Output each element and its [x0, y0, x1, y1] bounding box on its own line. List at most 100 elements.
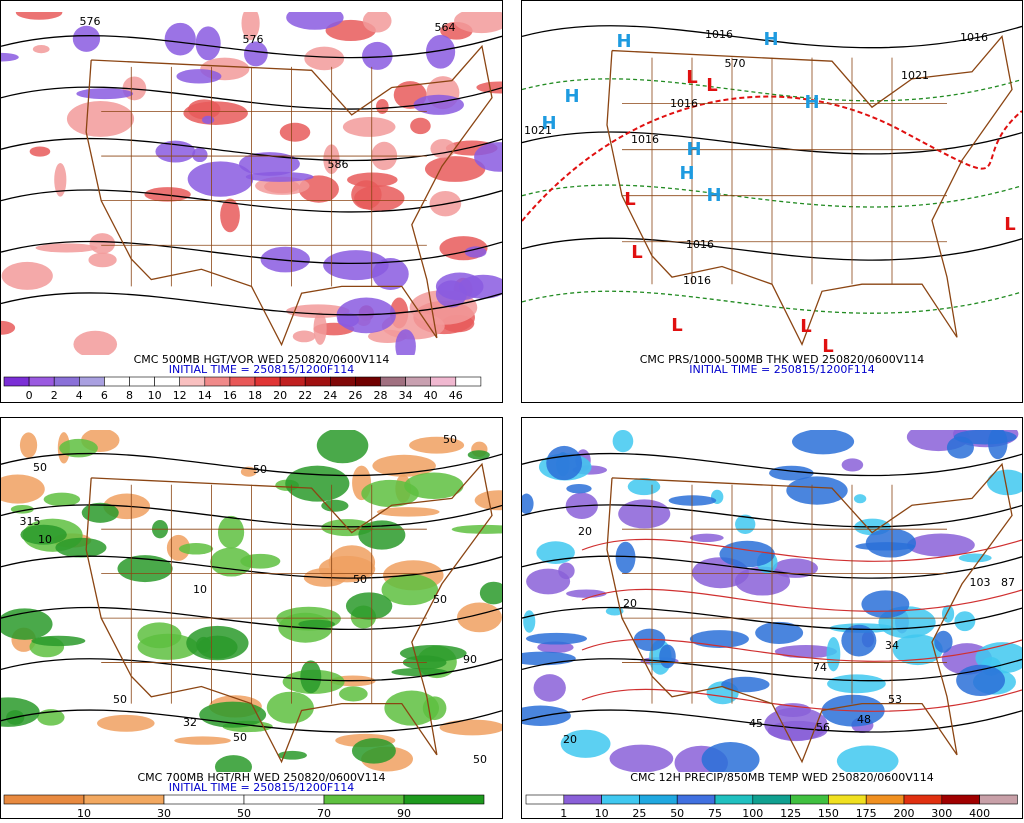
contour-label: 1021	[524, 124, 552, 137]
shaded-area	[313, 311, 327, 345]
shaded-area	[188, 99, 221, 120]
colorbar-label: 16	[223, 389, 237, 402]
shaded-area	[292, 330, 316, 343]
shaded-area	[615, 541, 636, 574]
contour-label: 50	[473, 753, 487, 766]
high-marker: H	[616, 31, 631, 52]
colorbar-label: 6	[101, 389, 108, 402]
shaded-area	[422, 696, 447, 721]
contour-label: 570	[725, 57, 746, 70]
contour	[1, 452, 502, 477]
shaded-area	[381, 312, 445, 340]
colorbar-label: 100	[742, 807, 763, 819]
colorbar-label: 300	[931, 807, 952, 819]
contour-label: 103	[970, 576, 991, 589]
shaded-area	[358, 520, 406, 550]
colorbar-swatch	[28, 376, 55, 387]
colorbar-label: 46	[449, 389, 463, 402]
initial-time: INITIAL TIME = 250815/1200F114	[689, 363, 874, 376]
colorbar-label: 28	[374, 389, 388, 402]
shaded-area	[605, 606, 624, 616]
colorbar-label: 20	[273, 389, 287, 402]
shaded-area	[537, 641, 574, 654]
shaded-area	[609, 744, 674, 772]
colorbar-swatch	[279, 376, 306, 387]
shaded-area	[424, 156, 486, 182]
shaded-area	[467, 450, 490, 460]
shaded-area	[1, 261, 53, 290]
shaded-area	[907, 533, 975, 557]
map	[522, 430, 1022, 772]
shaded-area	[1, 474, 45, 504]
contour-label: 45	[749, 717, 763, 730]
shaded-area	[764, 707, 828, 742]
colorbar-label: 25	[632, 807, 646, 819]
shaded-area	[841, 458, 864, 472]
colorbar-label: 175	[856, 807, 877, 819]
shaded-area	[54, 163, 67, 197]
colorbar-swatch	[979, 794, 1018, 805]
contour-label: 315	[20, 515, 41, 528]
shaded-area	[988, 430, 1008, 460]
colorbar-swatch	[304, 376, 331, 387]
colorbar-swatch	[563, 794, 602, 805]
high-marker: H	[804, 92, 819, 113]
shaded-area	[66, 101, 135, 137]
shaded-area	[176, 69, 222, 84]
shaded-area	[361, 479, 419, 508]
contour	[1, 504, 502, 528]
shaded-area	[97, 714, 155, 732]
shaded-area	[774, 645, 837, 659]
colorbar-swatch	[163, 794, 245, 805]
colorbar-swatch	[3, 794, 85, 805]
colorbar-swatch	[525, 794, 565, 805]
shaded-area	[533, 674, 566, 702]
shaded-area	[81, 502, 119, 523]
shaded-area	[29, 146, 51, 157]
shaded-area	[827, 674, 886, 694]
colorbar-label: 1	[560, 807, 567, 819]
colorbar-swatch	[154, 376, 181, 387]
shaded-area	[137, 633, 199, 660]
panel-title: CMC PRS/1000-500MB THK WED 250820/0600V1…	[640, 353, 925, 366]
contour-label: 50	[33, 461, 47, 474]
shaded-area	[892, 634, 943, 666]
contour-label: 50	[443, 433, 457, 446]
contour-label: 1021	[901, 69, 929, 82]
boundary	[85, 44, 493, 347]
shaded-area	[395, 329, 416, 355]
low-marker: L	[624, 189, 635, 210]
shaded-area	[627, 478, 661, 496]
colorbar-label: 200	[894, 807, 915, 819]
colorbar-swatch	[3, 376, 30, 387]
shaded-area	[260, 246, 310, 273]
shaded-area	[454, 12, 502, 34]
colorbar-swatch	[639, 794, 678, 805]
shaded-area	[88, 252, 117, 268]
shaded-area	[214, 755, 253, 772]
shaded-area	[76, 88, 134, 100]
shaded-area	[20, 524, 67, 545]
shaded-area	[155, 140, 196, 163]
temp-contour	[581, 638, 1022, 662]
high-marker: H	[763, 29, 778, 50]
contour	[1, 35, 502, 59]
colorbar-label: 75	[708, 807, 722, 819]
shaded-area	[523, 610, 536, 633]
shaded-area	[526, 568, 571, 595]
colorbar-swatch	[430, 376, 457, 387]
colorbar-label: 400	[969, 807, 990, 819]
contour	[522, 25, 1022, 49]
colorbar-swatch	[601, 794, 640, 805]
shaded-area	[72, 25, 101, 52]
contour-label: 34	[885, 639, 899, 652]
colorbar-swatch	[941, 794, 980, 805]
colorbar-swatch	[790, 794, 829, 805]
shaded-area	[55, 537, 107, 558]
shaded-area	[425, 34, 456, 69]
shaded-area	[199, 701, 267, 728]
shaded-area	[195, 26, 221, 61]
colorbar-swatch	[380, 376, 406, 387]
shaded-area	[474, 142, 502, 172]
